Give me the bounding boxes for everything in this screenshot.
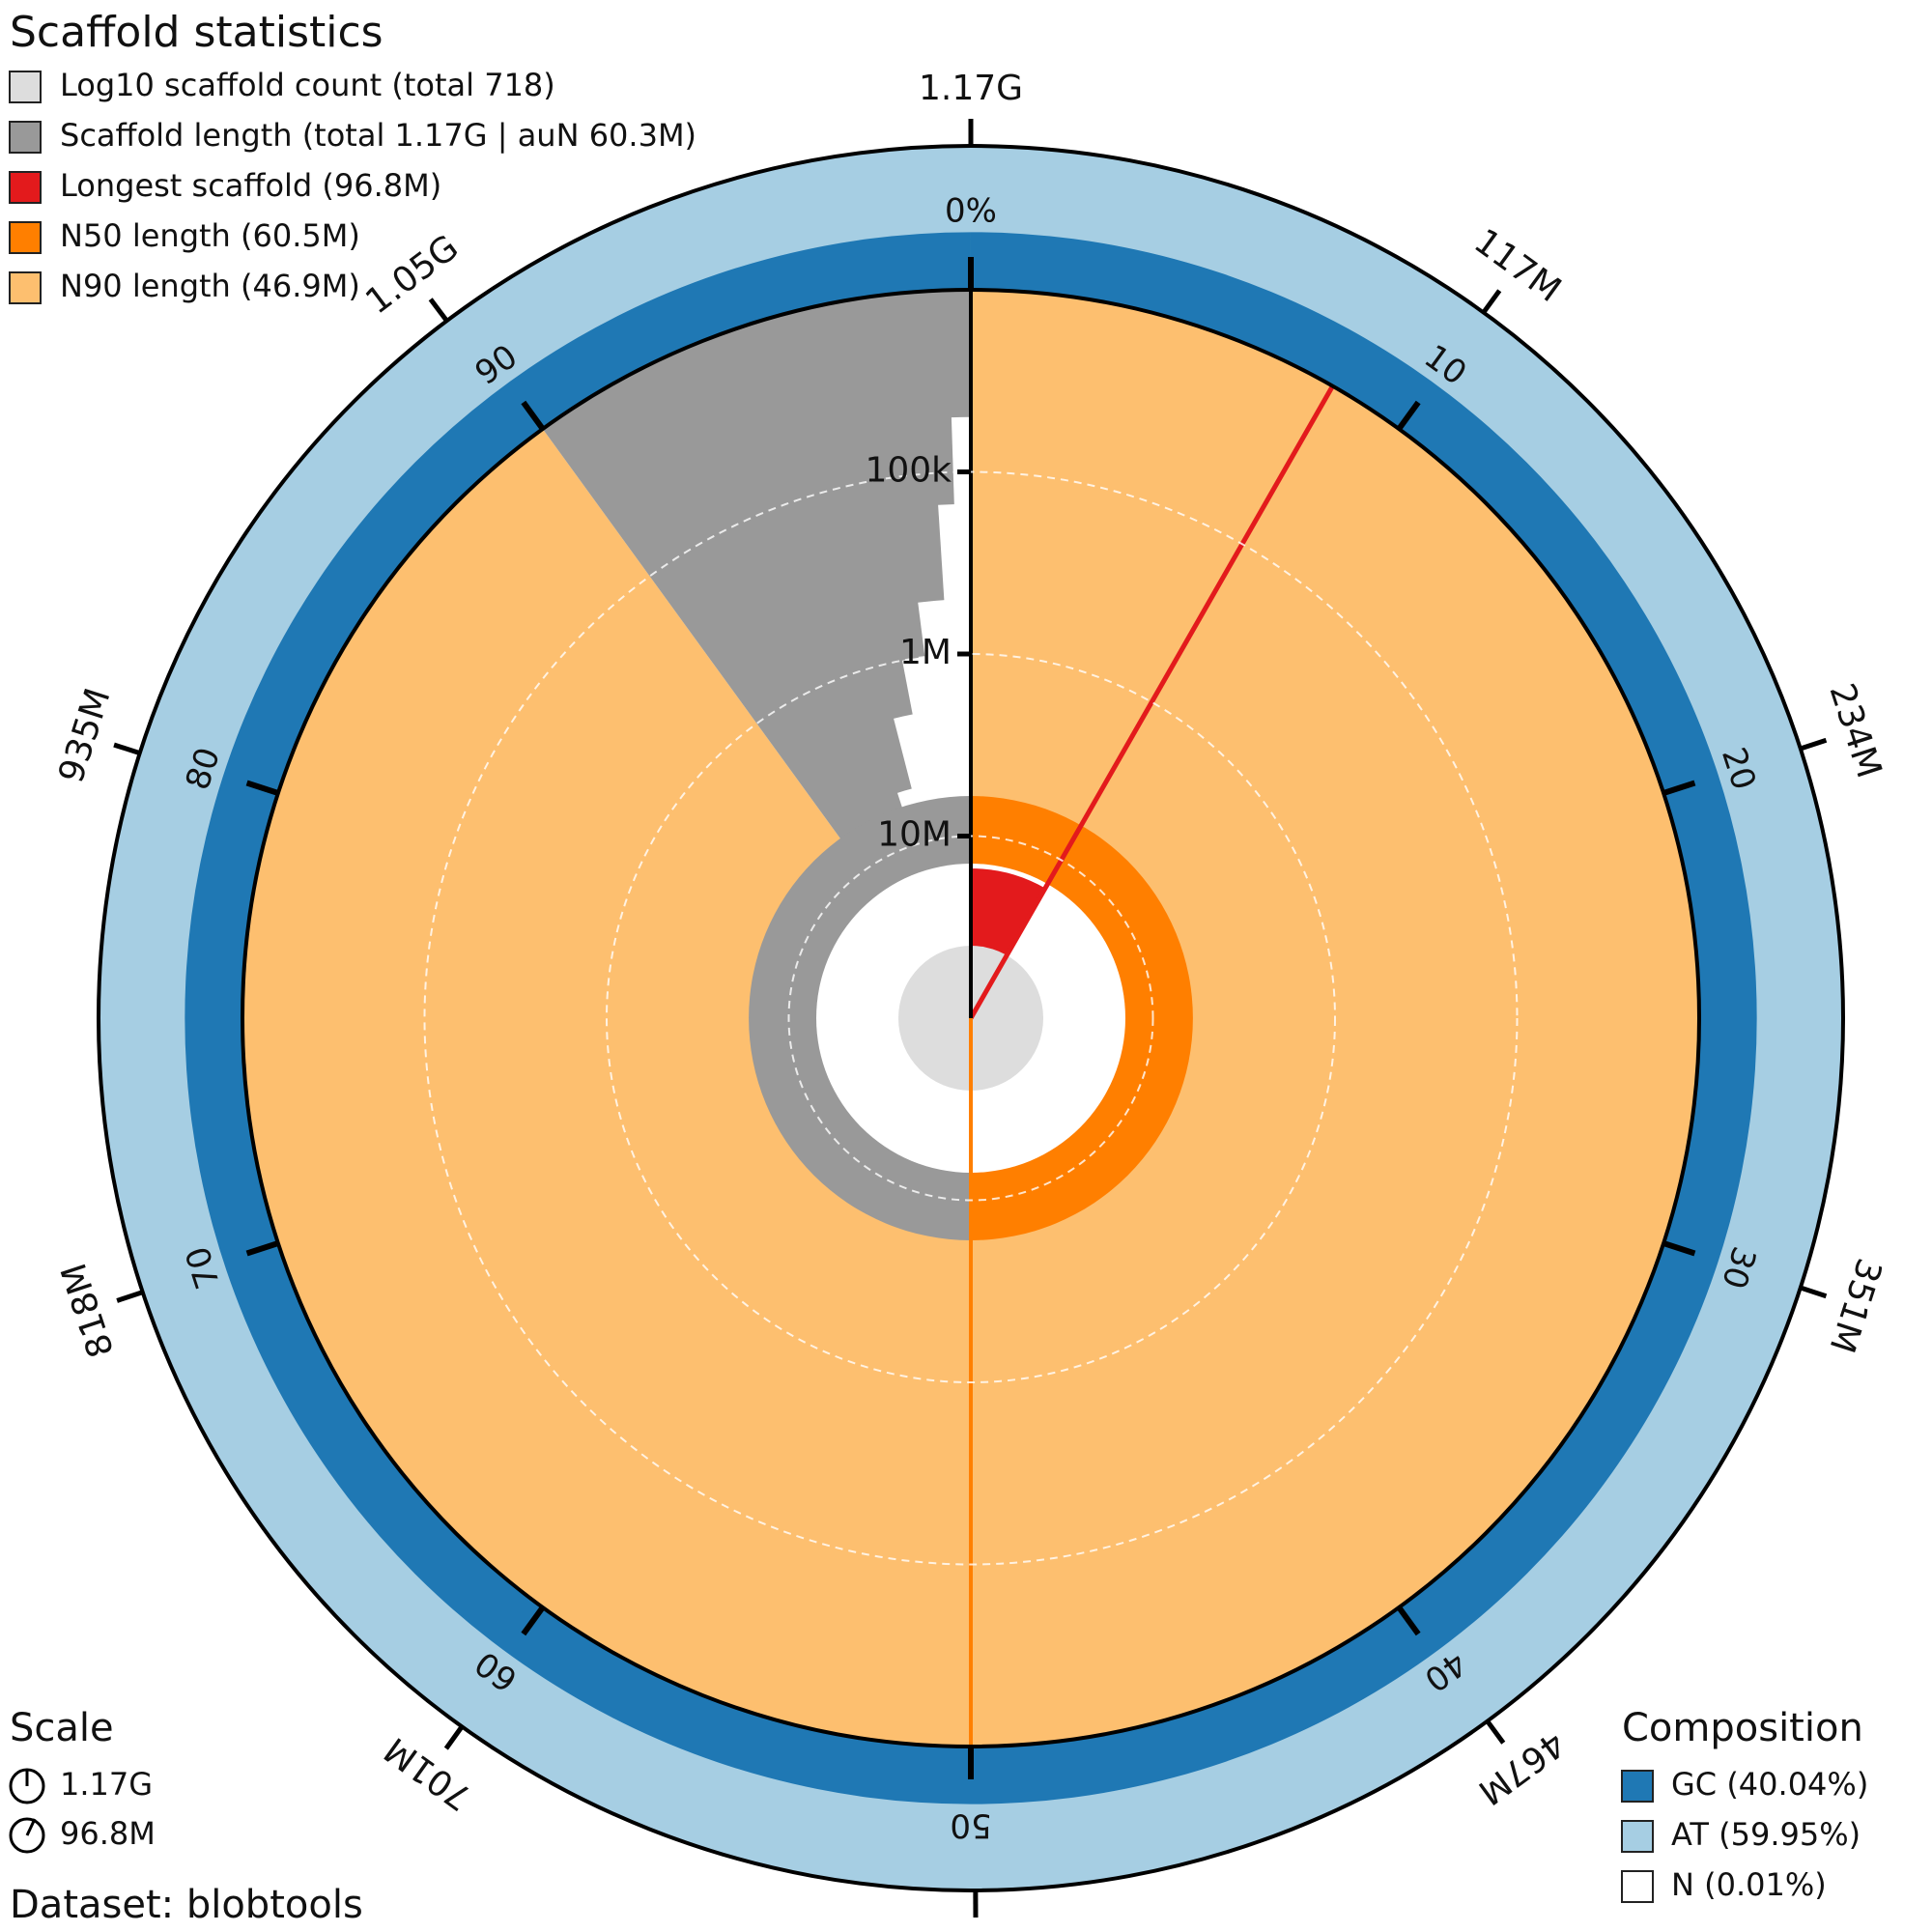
percent-tick: [521, 1605, 546, 1636]
scale-title: Scale: [10, 1706, 114, 1750]
composition-swatch: [1621, 1770, 1654, 1803]
percent-tick-label: 0%: [945, 192, 997, 231]
percent-tick: [245, 1240, 279, 1257]
length-tick: [1481, 289, 1502, 314]
radial-tick-label: 100k: [865, 451, 952, 491]
legend-label: Longest scaffold (96.8M): [60, 167, 441, 204]
grid-circle: [606, 653, 1336, 1383]
length-tick: [1485, 1719, 1506, 1745]
radial-tick-label: 10M: [877, 815, 952, 855]
length-tick-label: 234M: [1821, 679, 1889, 783]
length-tick-label: 117M: [1466, 221, 1568, 310]
percent-tick-label: 50: [950, 1806, 991, 1845]
length-tick-label: 467M: [1471, 1723, 1573, 1812]
scale-label: 1.17G: [60, 1766, 153, 1803]
percent-tick: [1662, 780, 1696, 796]
length-tick-label: 1.17G: [919, 69, 1023, 108]
dataset-label: Dataset: blobtools: [10, 1883, 363, 1927]
length-tick: [116, 1290, 144, 1303]
longest-line: [968, 384, 1335, 1020]
composition-swatch: [1621, 1870, 1654, 1903]
legend-label: N50 length (60.5M): [60, 217, 360, 254]
percent-tick: [1396, 1605, 1421, 1636]
length-tick: [443, 1724, 465, 1750]
radial-tick-label: 1M: [899, 633, 952, 672]
composition-title: Composition: [1622, 1706, 1863, 1750]
legend-swatch: [9, 171, 42, 204]
legend-label: N90 length (46.9M): [60, 268, 360, 304]
length-tick: [113, 742, 141, 755]
length-tick-label: 584M: [927, 1928, 1024, 1932]
percent-tick: [521, 400, 546, 431]
composition-label: GC (40.04%): [1671, 1766, 1868, 1803]
legend-label: Scaffold length (total 1.17G | auN 60.3M…: [60, 117, 696, 154]
scale-icon: [9, 1817, 45, 1854]
length-tick-label: 818M: [54, 1259, 122, 1363]
composition-swatch: [1621, 1820, 1654, 1853]
scale-label: 96.8M: [60, 1815, 156, 1852]
composition-label: AT (59.95%): [1671, 1816, 1861, 1853]
percent-tick: [1662, 1240, 1696, 1257]
percent-tick: [1396, 400, 1421, 431]
length-tick-label: 701M: [378, 1729, 479, 1818]
length-tick-label: 935M: [51, 684, 118, 788]
length-tick: [428, 298, 449, 323]
length-tick: [1800, 1285, 1828, 1299]
legend-swatch: [9, 121, 42, 154]
scale-icon-hand: [25, 1818, 37, 1836]
length-tick: [1800, 737, 1828, 752]
legend-swatch: [9, 271, 42, 304]
percent-tick: [245, 780, 279, 796]
length-tick-label: 1.05G: [358, 228, 466, 323]
composition-label: N (0.01%): [1671, 1866, 1827, 1903]
legend-label: Log10 scaffold count (total 718): [60, 67, 555, 103]
length-tick-label: 351M: [1821, 1254, 1889, 1358]
legend-title: Scaffold statistics: [10, 8, 384, 57]
legend-swatch: [9, 221, 42, 254]
legend-swatch: [9, 71, 42, 103]
